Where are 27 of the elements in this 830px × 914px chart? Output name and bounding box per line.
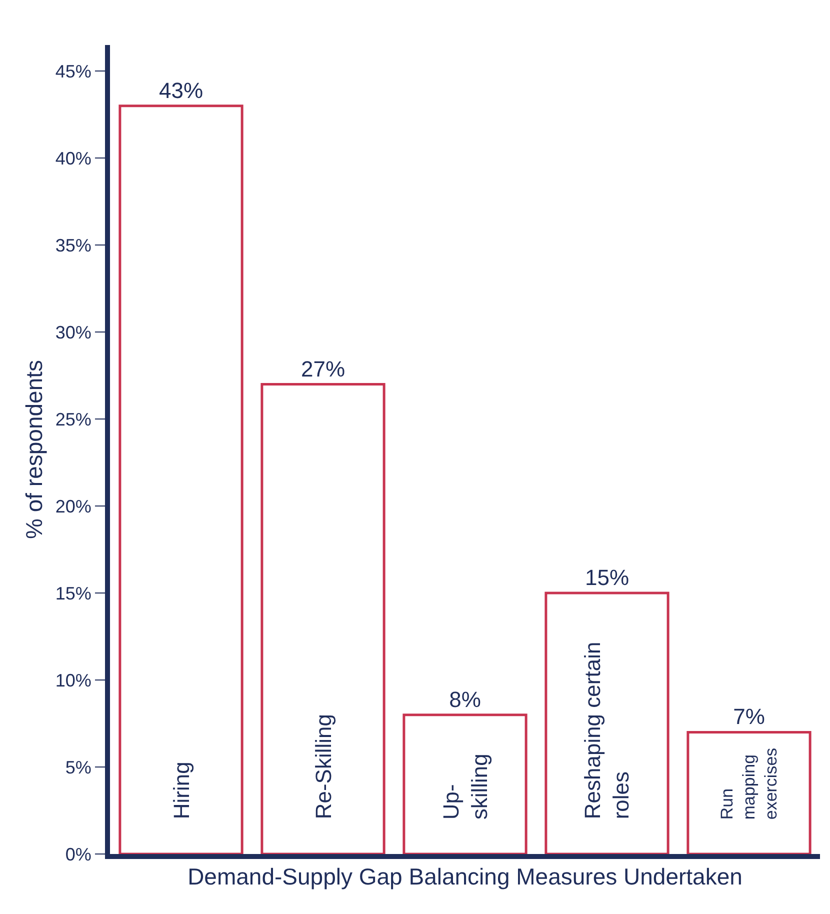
- data-label: 15%: [584, 565, 630, 590]
- y-tick-label: 45%: [55, 61, 92, 82]
- bar: [686, 730, 812, 854]
- bar: [402, 714, 528, 854]
- data-label: 7%: [733, 704, 765, 730]
- bar: [260, 383, 386, 854]
- y-tick-label: 25%: [55, 409, 92, 430]
- y-tick-label: 5%: [65, 757, 92, 778]
- bar: [118, 104, 244, 854]
- x-tick-label: Hiring: [168, 762, 194, 820]
- x-axis-title: Demand-Supply Gap Balancing Measures Undertaken: [188, 864, 742, 890]
- bar: [544, 592, 670, 854]
- x-tick-label: Re-Skilling: [310, 714, 336, 820]
- x-tick-label: Up- skilling: [438, 754, 492, 820]
- y-axis-title: % of respondents: [20, 360, 47, 540]
- data-label: 8%: [449, 686, 481, 712]
- y-tick-label: 15%: [55, 583, 92, 604]
- data-label: 27%: [300, 356, 346, 382]
- y-tick-label: 10%: [55, 670, 92, 690]
- y-tick-label: 35%: [55, 235, 92, 256]
- data-label: 43%: [158, 78, 204, 103]
- x-tick-label: Run mapping exercises: [717, 748, 781, 820]
- y-tick-label: 40%: [55, 148, 92, 168]
- x-tick-label: Reshaping certain roles: [580, 642, 634, 820]
- y-tick-label: 0%: [65, 844, 92, 864]
- y-tick-label: 30%: [55, 322, 92, 342]
- y-tick-label: 20%: [55, 496, 92, 516]
